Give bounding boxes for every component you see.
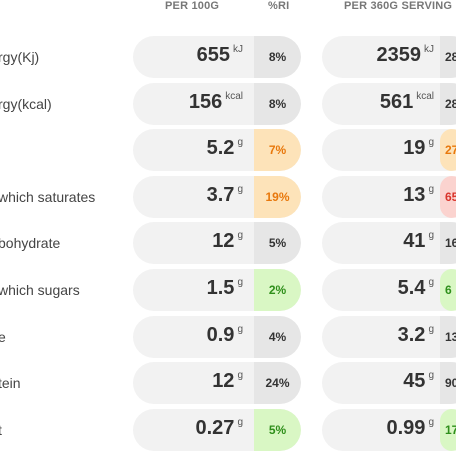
per-100g-cell: 0.27 g 5% — [133, 408, 301, 451]
per-100g-cell: 5.2 g 7% — [133, 129, 301, 172]
nutrient-row: t 0.27g 5% 0.99g 17 — [0, 408, 456, 451]
per-100g-cell: 3.7 g 19% — [133, 175, 301, 218]
ri-100g-badge: 5% — [254, 222, 301, 265]
per-100g-cell: 12 g 24% — [133, 362, 301, 405]
nutrient-label: which saturates — [0, 188, 96, 205]
per-100g-cell: 0.9 g 4% — [133, 315, 301, 358]
per-serving-cell: 561 kcal 28 — [322, 82, 456, 125]
per-100g-value: 12 — [212, 230, 235, 253]
per-100g-value: 0.9 — [206, 323, 235, 346]
per-serving-unit: g — [428, 277, 434, 288]
ri-serving-badge: 90 — [440, 362, 456, 405]
per-100g-cell: 156 kcal 8% — [133, 82, 301, 125]
per-100g-value: 1.5 — [206, 277, 235, 299]
per-serving-unit: g — [428, 370, 434, 382]
per-100g-value: 655 — [196, 44, 230, 66]
per-100g-header: PER 100G — [165, 0, 220, 12]
nutrient-row: bohydrate 12 g 5% 41 g 16 — [0, 222, 456, 265]
per-100g-value: 156 — [188, 90, 223, 113]
per-serving-unit: g — [428, 323, 434, 335]
per-serving-cell: 13 g 65 — [322, 175, 456, 218]
per-serving-value: 0.99 — [386, 416, 426, 439]
per-serving-unit: g — [428, 416, 434, 428]
ri-serving-badge: 65 — [440, 175, 456, 218]
ri-serving-badge: 6 — [440, 269, 456, 311]
per-serving-value: 5.4 — [397, 277, 426, 299]
nutrient-row: 5.2 g 7% 19 g 27 — [0, 129, 456, 172]
nutrient-label: bohydrate — [0, 235, 61, 252]
per-serving-cell: 19 g 27 — [322, 129, 456, 172]
per-serving-value: 41 — [403, 230, 426, 253]
per-serving-value: 19 — [403, 137, 426, 160]
ri-serving-badge: 16 — [440, 222, 456, 265]
ri-100g-badge: 5% — [254, 408, 301, 451]
per-serving-value: 13 — [403, 183, 426, 206]
per-serving-cell: 45 g 90 — [322, 362, 456, 405]
per-serving-header: PER 360G SERVING — [344, 0, 453, 12]
nutrient-row: which saturates 3.7 g 19% 13 g 65 — [0, 175, 456, 218]
per-serving-value: 3.2 — [397, 323, 426, 346]
nutrient-label: e — [0, 328, 6, 345]
nutrient-label: rgy(kcal) — [0, 95, 52, 112]
nutrient-label: which sugars — [0, 282, 80, 298]
ri-serving-badge: 13 — [440, 315, 456, 358]
nutrient-row: rgy(Kj) 655 kJ 8% 2359 kJ 28 — [0, 36, 456, 78]
nutrient-label: t — [0, 422, 2, 438]
per-100g-unit: kJ — [233, 44, 243, 55]
ri-serving-badge: 17 — [440, 408, 456, 451]
ri-100g-badge: 4% — [254, 315, 301, 358]
per-100g-value: 3.7 — [206, 183, 235, 206]
per-serving-cell: 0.99 g 17 — [322, 408, 456, 451]
nutrient-label: tein — [0, 375, 21, 392]
per-serving-unit: g — [428, 230, 434, 242]
per-100g-unit: g — [237, 230, 243, 242]
per-serving-unit: kJ — [424, 44, 434, 55]
per-serving-cell: 2359 kJ 28 — [322, 36, 456, 78]
per-serving-unit: g — [428, 137, 434, 149]
nutrient-row: which sugars 1.5 g 2% 5.4 g 6 — [0, 269, 456, 311]
per-100g-value: 5.2 — [206, 137, 235, 160]
per-serving-cell: 3.2 g 13 — [322, 315, 456, 358]
per-100g-unit: g — [237, 323, 243, 335]
per-100g-cell: 1.5 g 2% — [133, 269, 301, 311]
per-serving-cell: 5.4 g 6 — [322, 269, 456, 311]
ri-serving-badge: 28 — [440, 36, 456, 78]
per-100g-cell: 655 kJ 8% — [133, 36, 301, 78]
per-serving-value: 561 — [379, 90, 414, 113]
ri-serving-badge: 27 — [440, 129, 456, 172]
ri-100g-badge: 7% — [254, 129, 301, 172]
ri-100g-badge: 8% — [254, 36, 301, 78]
ri-100g-badge: 8% — [254, 82, 301, 125]
ri-100g-badge: 24% — [254, 362, 301, 405]
per-serving-unit: kcal — [416, 90, 434, 102]
ri-100g-badge: 19% — [254, 175, 301, 218]
nutrient-row: tein 12 g 24% 45 g 90 — [0, 362, 456, 405]
per-serving-value: 45 — [403, 370, 426, 393]
per-100g-unit: kcal — [225, 90, 243, 102]
per-100g-value: 12 — [212, 370, 235, 393]
per-100g-unit: g — [237, 416, 243, 428]
ri-header: %RI — [268, 0, 290, 12]
per-100g-unit: g — [237, 137, 243, 149]
nutrient-row: e 0.9 g 4% 3.2 g 13 — [0, 315, 456, 358]
nutrient-row: rgy(kcal) 156 kcal 8% 561 kcal 28 — [0, 82, 456, 125]
per-serving-value: 2359 — [376, 44, 422, 66]
per-100g-value: 0.27 — [195, 416, 235, 439]
per-100g-unit: g — [237, 370, 243, 382]
per-100g-unit: g — [237, 183, 243, 195]
nutrient-label: rgy(Kj) — [0, 49, 40, 65]
per-100g-unit: g — [237, 277, 243, 288]
ri-100g-badge: 2% — [254, 269, 301, 311]
ri-serving-badge: 28 — [440, 82, 456, 125]
per-serving-cell: 41 g 16 — [322, 222, 456, 265]
per-serving-unit: g — [428, 183, 434, 195]
per-100g-cell: 12 g 5% — [133, 222, 301, 265]
